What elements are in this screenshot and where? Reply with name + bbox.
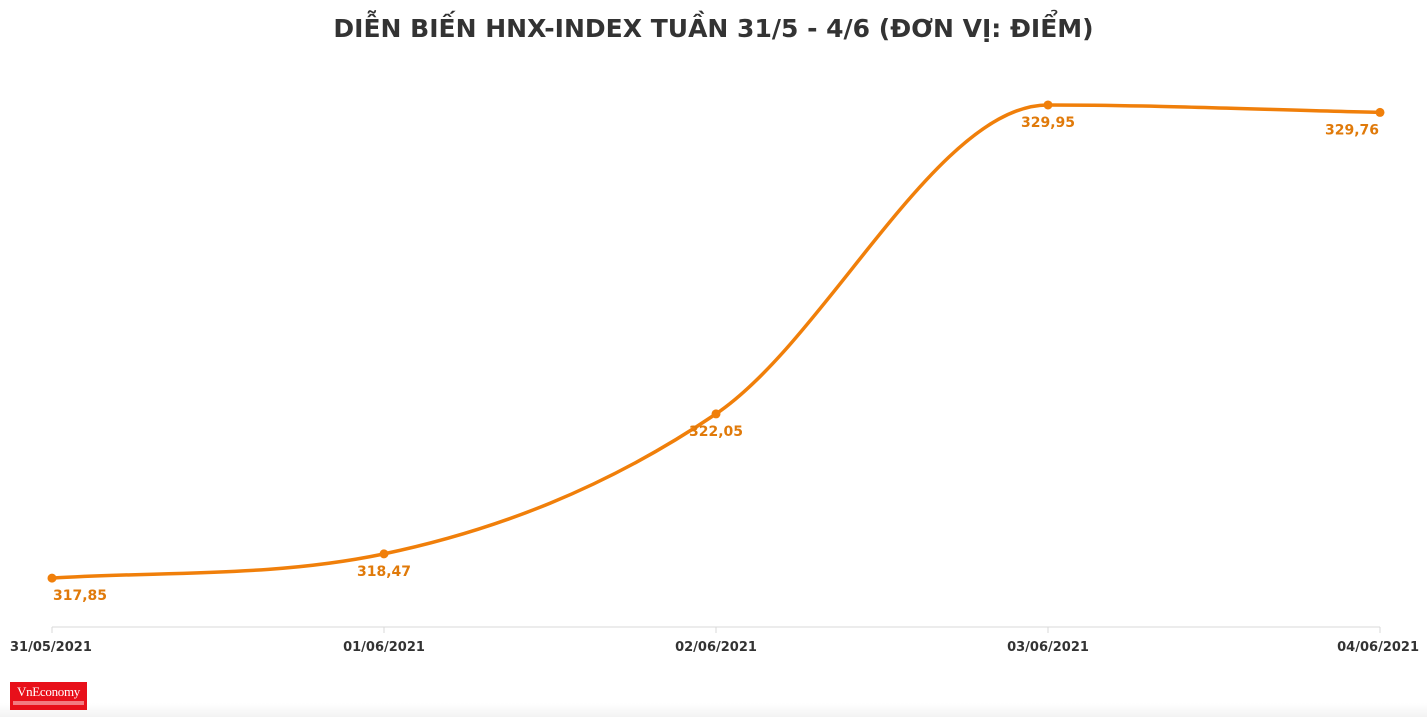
x-tick-label: 04/06/2021	[1337, 640, 1419, 655]
data-label: 329,95	[1021, 115, 1075, 131]
data-points	[47, 100, 1385, 583]
data-labels: 317,85 318,47 322,05 329,95 329,76	[53, 115, 1379, 604]
data-point	[1043, 100, 1053, 110]
x-axis-ticks	[51, 627, 1381, 633]
logo-text: VnEconomy	[16, 684, 80, 699]
x-tick-label: 31/05/2021	[10, 640, 92, 655]
x-tick-labels: 31/05/2021 01/06/2021 02/06/2021 03/06/2021…	[10, 640, 1419, 655]
footer-strip	[0, 703, 1427, 717]
vneconomy-logo: VnEconomy	[10, 682, 87, 710]
chart-title: DIỄN BIẾN HNX-INDEX TUẦN 31/5 - 4/6 (ĐƠN…	[333, 14, 1094, 43]
x-tick-label: 03/06/2021	[1007, 640, 1089, 655]
series-line	[50, 103, 1382, 580]
data-label: 317,85	[53, 588, 107, 604]
x-tick-label: 01/06/2021	[343, 640, 425, 655]
data-point	[379, 549, 389, 559]
data-label: 322,05	[689, 424, 743, 440]
x-tick-label: 02/06/2021	[675, 640, 757, 655]
data-label: 318,47	[357, 564, 411, 580]
logo-tagline-bar	[13, 701, 84, 705]
data-point	[711, 409, 721, 419]
data-point	[47, 573, 57, 583]
data-point	[1375, 107, 1385, 117]
data-label: 329,76	[1325, 122, 1379, 138]
